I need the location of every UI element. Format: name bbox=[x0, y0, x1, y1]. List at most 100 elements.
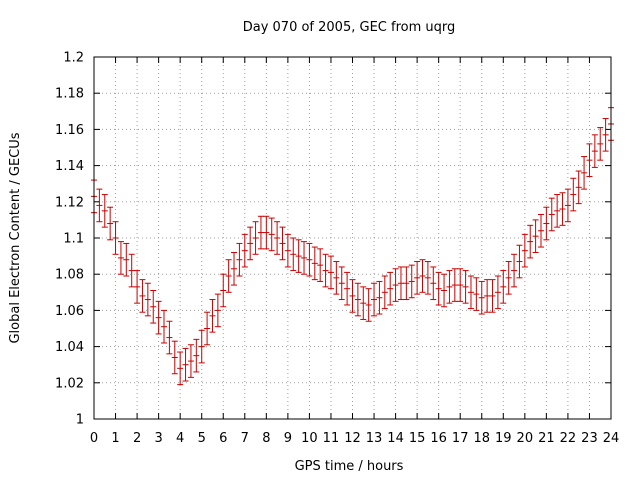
data-point bbox=[581, 156, 588, 190]
x-tick-label: 5 bbox=[198, 431, 206, 446]
data-point bbox=[144, 282, 151, 317]
data-point bbox=[387, 271, 394, 306]
data-point bbox=[365, 288, 372, 322]
y-tick-label: 1.14 bbox=[55, 159, 84, 174]
data-point bbox=[311, 246, 318, 281]
data-point bbox=[548, 197, 555, 232]
data-point bbox=[327, 255, 334, 290]
data-point bbox=[96, 188, 103, 223]
data-point bbox=[419, 259, 426, 293]
data-point bbox=[333, 261, 340, 295]
data-point bbox=[150, 289, 157, 324]
data-point bbox=[511, 253, 518, 288]
y-axis-label: Global Electron Content / GECUs bbox=[8, 132, 23, 343]
data-point bbox=[257, 215, 264, 250]
error-bars bbox=[91, 107, 614, 386]
data-point bbox=[279, 226, 286, 261]
x-tick-label: 13 bbox=[366, 431, 383, 446]
data-point bbox=[430, 266, 437, 301]
data-point bbox=[446, 270, 453, 304]
data-point bbox=[193, 338, 200, 373]
data-point bbox=[166, 320, 173, 355]
data-point bbox=[564, 188, 571, 223]
x-tick-labels: 0 1 2 3 4 5 6 7 8 9 10 11 12 13 14 15 16 17 18 19 20 21 22 23 24 bbox=[90, 431, 619, 446]
data-point bbox=[177, 351, 184, 386]
x-tick-label: 4 bbox=[176, 431, 184, 446]
data-point bbox=[505, 261, 512, 295]
y-tick-label: 1.02 bbox=[55, 376, 84, 391]
data-point bbox=[128, 253, 135, 288]
data-point bbox=[371, 282, 378, 317]
data-point bbox=[597, 127, 604, 161]
data-point bbox=[301, 241, 308, 275]
x-tick-label: 10 bbox=[301, 431, 318, 446]
x-tick-label: 18 bbox=[473, 431, 490, 446]
chart-title: Day 070 of 2005, GEC from uqrg bbox=[243, 20, 456, 35]
data-point bbox=[220, 273, 227, 308]
data-point bbox=[602, 118, 609, 152]
data-point bbox=[241, 233, 248, 268]
data-point bbox=[570, 177, 577, 212]
x-tick-label: 15 bbox=[409, 431, 426, 446]
x-tick-label: 24 bbox=[603, 431, 620, 446]
data-point bbox=[225, 259, 232, 293]
data-point bbox=[295, 239, 302, 273]
data-point bbox=[349, 279, 356, 313]
data-point bbox=[381, 275, 388, 310]
plot-border bbox=[93, 56, 612, 420]
data-point bbox=[182, 347, 189, 382]
data-point bbox=[354, 282, 361, 317]
data-point bbox=[187, 344, 194, 378]
data-point bbox=[263, 215, 270, 250]
data-point bbox=[451, 268, 458, 302]
data-point bbox=[231, 251, 238, 286]
data-point bbox=[209, 299, 216, 333]
data-point bbox=[284, 233, 291, 268]
data-point bbox=[134, 270, 141, 304]
data-point bbox=[494, 275, 501, 310]
data-point bbox=[489, 279, 496, 313]
data-point bbox=[441, 273, 448, 308]
x-tick-label: 17 bbox=[452, 431, 469, 446]
data-point bbox=[317, 248, 324, 282]
y-tick-label: 1.16 bbox=[55, 123, 84, 138]
data-point bbox=[274, 221, 281, 255]
data-point bbox=[424, 261, 431, 295]
data-point bbox=[123, 242, 130, 277]
y-tick-label: 1.12 bbox=[55, 195, 84, 210]
data-point bbox=[198, 329, 205, 364]
y-tick-label: 1.06 bbox=[55, 304, 84, 319]
data-point bbox=[107, 206, 114, 241]
data-point bbox=[360, 286, 367, 320]
data-point bbox=[117, 241, 124, 275]
data-point bbox=[408, 264, 415, 299]
data-point bbox=[252, 221, 259, 255]
x-tick-label: 21 bbox=[538, 431, 555, 446]
y-tick-label: 1.04 bbox=[55, 340, 84, 355]
x-tick-label: 12 bbox=[344, 431, 361, 446]
data-point bbox=[435, 271, 442, 306]
data-point bbox=[139, 279, 146, 313]
data-point bbox=[236, 242, 243, 277]
y-tick-label: 1.18 bbox=[55, 87, 84, 102]
data-point bbox=[322, 253, 329, 288]
data-point bbox=[101, 194, 108, 228]
data-point bbox=[338, 266, 345, 301]
data-point bbox=[543, 206, 550, 241]
y-tick-label: 1.08 bbox=[55, 268, 84, 283]
data-point bbox=[554, 194, 561, 228]
data-point bbox=[467, 275, 474, 310]
x-tick-label: 8 bbox=[262, 431, 270, 446]
x-tick-label: 7 bbox=[241, 431, 249, 446]
x-tick-label: 14 bbox=[387, 431, 404, 446]
data-point bbox=[155, 300, 162, 335]
x-axis-label: GPS time / hours bbox=[295, 459, 404, 474]
data-point bbox=[204, 311, 211, 346]
x-tick-label: 3 bbox=[154, 431, 162, 446]
data-point bbox=[537, 213, 544, 248]
data-point bbox=[414, 261, 421, 295]
data-point bbox=[392, 268, 399, 302]
data-point bbox=[344, 271, 351, 306]
data-point bbox=[500, 270, 507, 304]
x-tick-label: 6 bbox=[219, 431, 227, 446]
